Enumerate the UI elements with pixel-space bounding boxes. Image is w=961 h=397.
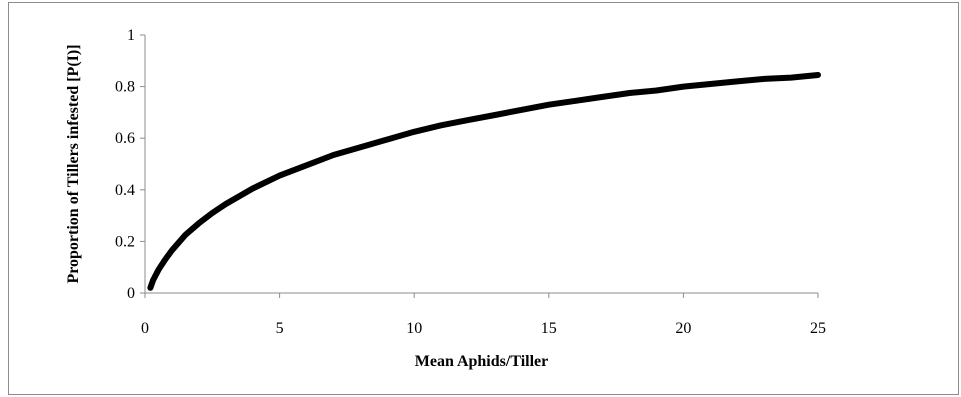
y-tick-label: 0	[127, 285, 135, 302]
chart-frame	[8, 2, 959, 395]
y-tick-label: 1	[127, 27, 135, 44]
x-axis: 0 5 10 15 20 25	[141, 292, 826, 337]
x-tick-label: 0	[141, 320, 149, 337]
y-tick-label: 0.4	[115, 182, 135, 199]
plot-area	[147, 72, 821, 291]
x-tick-label: 10	[406, 320, 422, 337]
y-tick-label: 0.2	[115, 233, 135, 250]
x-tick-label: 20	[675, 320, 691, 337]
y-tick-label: 0.8	[115, 79, 135, 96]
x-tick-label: 25	[810, 320, 826, 337]
x-tick-label: 15	[541, 320, 557, 337]
series-line	[147, 72, 821, 291]
y-axis-title: Proportion of Tillers infested [P(I)]	[65, 44, 82, 283]
y-tick-label: 0.6	[115, 130, 135, 147]
x-axis-title: Mean Aphids/Tiller	[415, 353, 549, 370]
y-axis: 0 0.2 0.4 0.6 0.8 1	[115, 27, 146, 302]
x-tick-label: 5	[276, 320, 284, 337]
